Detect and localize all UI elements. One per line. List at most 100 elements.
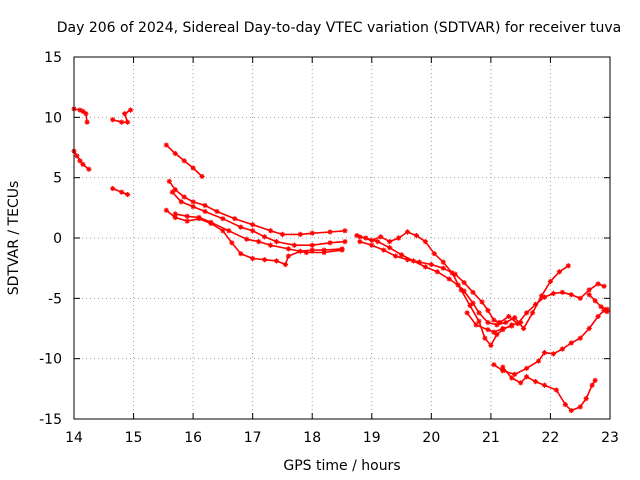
series-s5 (163, 142, 205, 180)
data-point (181, 194, 187, 200)
data-point (208, 219, 214, 225)
data-point (250, 255, 256, 262)
data-point (80, 108, 86, 114)
series-s16 (586, 292, 610, 312)
data-point (387, 239, 393, 245)
data-point (476, 310, 482, 316)
data-point (285, 253, 291, 259)
data-point (267, 242, 274, 248)
data-point (395, 235, 402, 241)
data-point (321, 249, 327, 256)
data-point (110, 185, 116, 192)
y-tick-label: -15 (39, 412, 62, 428)
data-point (568, 407, 574, 414)
data-point (583, 395, 589, 402)
series-line (588, 293, 608, 310)
data-point (261, 234, 268, 240)
data-point (169, 189, 175, 195)
data-point (565, 263, 571, 269)
data-point (509, 375, 515, 381)
data-point (449, 270, 455, 276)
data-point (80, 161, 86, 167)
data-point (229, 240, 235, 246)
axis-ticks: 14 15 16 17 18 19 20 21 22 23 15 10 5 0 -5 -10 -15 (39, 50, 619, 446)
data-point (509, 323, 515, 329)
data-point (125, 119, 131, 125)
data-point (595, 313, 601, 320)
x-tick-label: 18 (303, 430, 321, 446)
data-point (244, 236, 250, 242)
data-point (541, 382, 548, 388)
data-point (172, 150, 178, 157)
data-point (532, 301, 539, 307)
data-point (83, 111, 89, 117)
data-point (541, 294, 548, 300)
data-point (494, 331, 500, 338)
data-point (74, 153, 80, 159)
y-tick-label: 10 (44, 110, 62, 126)
y-tick-label: -10 (39, 352, 62, 368)
data-point (416, 259, 423, 265)
x-tick-label: 20 (422, 430, 440, 446)
series-s6 (166, 178, 348, 237)
data-point (431, 251, 437, 257)
data-point (238, 251, 244, 257)
y-tick-label: 15 (44, 50, 62, 66)
data-point (86, 166, 92, 172)
data-point (404, 257, 411, 263)
data-point (181, 158, 187, 164)
series-s3 (110, 107, 134, 125)
data-point (119, 189, 125, 195)
data-point (267, 228, 274, 234)
data-point (282, 261, 289, 268)
series-s14 (491, 307, 610, 377)
data-point (446, 276, 452, 282)
data-point (500, 368, 506, 374)
data-point (261, 257, 268, 263)
data-point (77, 107, 83, 113)
data-point (485, 307, 491, 313)
data-point (309, 242, 315, 248)
data-point (303, 249, 309, 256)
data-point (273, 239, 280, 245)
data-point (532, 378, 539, 385)
data-point (577, 335, 583, 341)
data-point (550, 351, 557, 357)
data-point (184, 218, 190, 224)
data-point (482, 335, 488, 341)
data-point (577, 295, 583, 301)
data-point (122, 111, 128, 117)
data-point (196, 214, 202, 221)
y-tick-label: -5 (48, 291, 62, 307)
data-point (342, 239, 348, 245)
data-point (125, 191, 131, 198)
data-point (479, 299, 485, 305)
x-tick-label: 19 (363, 430, 381, 446)
data-point (589, 382, 595, 388)
data-point (172, 187, 178, 193)
data-point (422, 239, 428, 245)
x-tick-label: 15 (125, 430, 143, 446)
series-s4 (110, 185, 131, 198)
y-axis-title: SDTVAR / TECUs (6, 181, 22, 296)
data-point (494, 322, 500, 328)
data-point (297, 231, 303, 237)
data-point (250, 222, 256, 228)
data-point (279, 231, 286, 237)
data-point (592, 298, 598, 304)
data-point (369, 237, 375, 244)
data-point (166, 178, 172, 184)
data-point (452, 271, 458, 277)
data-point (220, 216, 226, 222)
data-point (467, 302, 473, 309)
series-s10 (354, 232, 571, 332)
data-point (398, 252, 405, 258)
data-point (559, 346, 565, 352)
y-tick-label: 5 (53, 171, 62, 187)
data-point (595, 281, 601, 287)
data-point (119, 119, 125, 125)
data-point (339, 247, 345, 253)
data-point (598, 304, 604, 310)
data-point (220, 228, 226, 234)
data-point (586, 292, 592, 298)
